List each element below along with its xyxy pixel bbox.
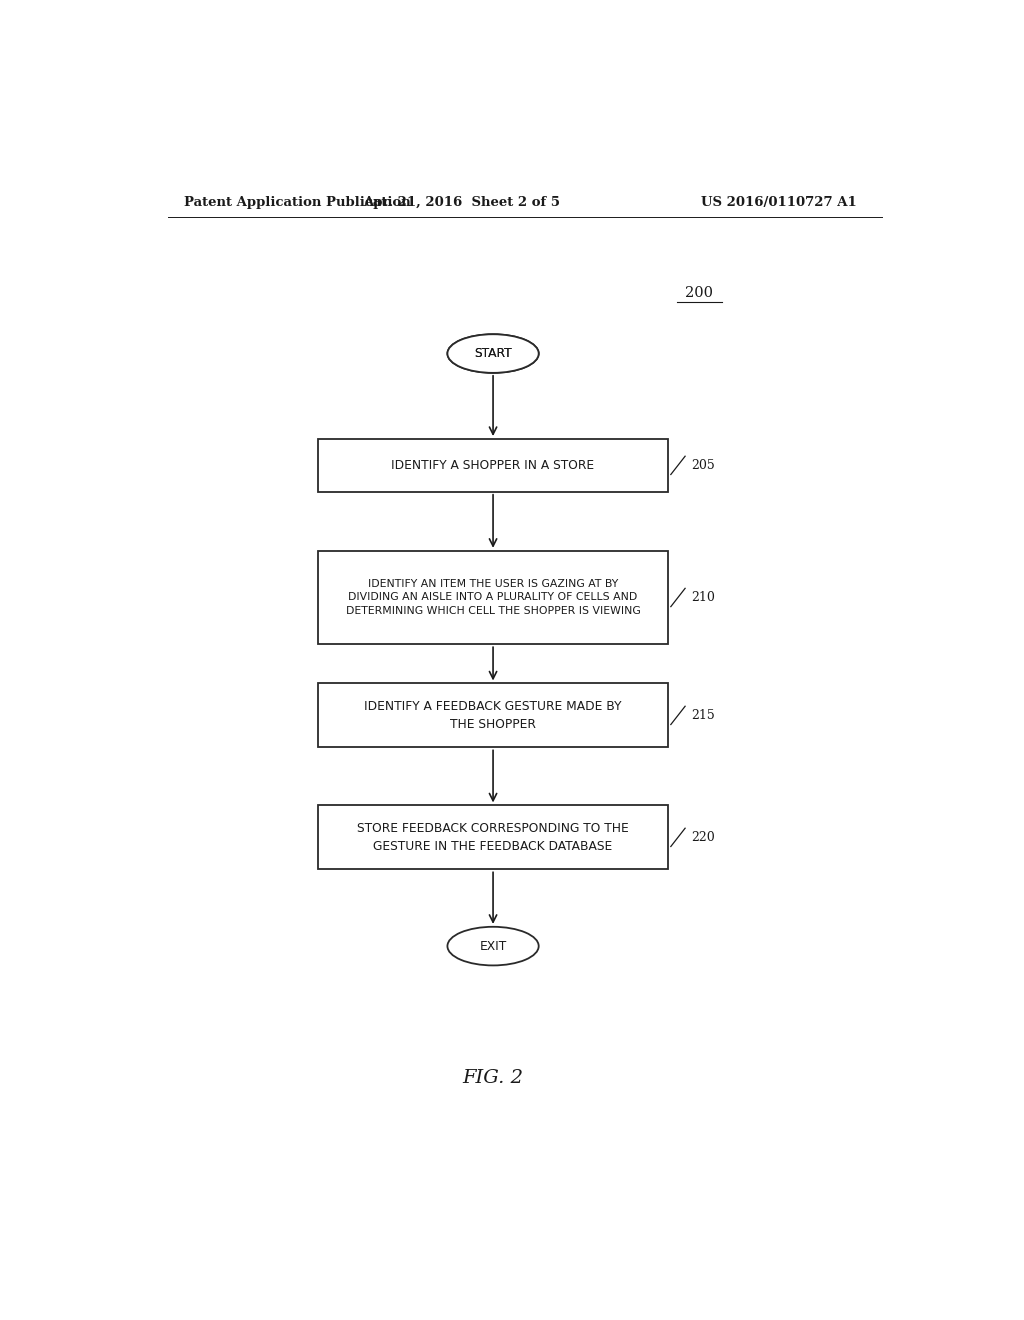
Text: IDENTIFY AN ITEM THE USER IS GAZING AT BY
DIVIDING AN AISLE INTO A PLURALITY OF : IDENTIFY AN ITEM THE USER IS GAZING AT B… (346, 579, 640, 616)
Text: Patent Application Publication: Patent Application Publication (183, 195, 411, 209)
FancyBboxPatch shape (318, 440, 668, 492)
Text: 210: 210 (691, 591, 716, 605)
Text: 220: 220 (691, 830, 715, 843)
FancyBboxPatch shape (318, 550, 668, 644)
Ellipse shape (447, 334, 539, 372)
Text: 205: 205 (691, 459, 715, 471)
Text: START: START (474, 347, 512, 360)
Ellipse shape (447, 927, 539, 965)
FancyBboxPatch shape (318, 805, 668, 870)
Text: IDENTIFY A SHOPPER IN A STORE: IDENTIFY A SHOPPER IN A STORE (391, 459, 595, 471)
Text: START: START (474, 347, 512, 360)
Ellipse shape (447, 334, 539, 372)
FancyBboxPatch shape (318, 684, 668, 747)
Text: IDENTIFY A FEEDBACK GESTURE MADE BY
THE SHOPPER: IDENTIFY A FEEDBACK GESTURE MADE BY THE … (365, 700, 622, 731)
Text: Apr. 21, 2016  Sheet 2 of 5: Apr. 21, 2016 Sheet 2 of 5 (362, 195, 560, 209)
Text: 215: 215 (691, 709, 715, 722)
Text: STORE FEEDBACK CORRESPONDING TO THE
GESTURE IN THE FEEDBACK DATABASE: STORE FEEDBACK CORRESPONDING TO THE GEST… (357, 822, 629, 853)
Text: EXIT: EXIT (479, 940, 507, 953)
Text: 200: 200 (685, 285, 714, 300)
Text: FIG. 2: FIG. 2 (463, 1069, 523, 1088)
Text: US 2016/0110727 A1: US 2016/0110727 A1 (700, 195, 857, 209)
